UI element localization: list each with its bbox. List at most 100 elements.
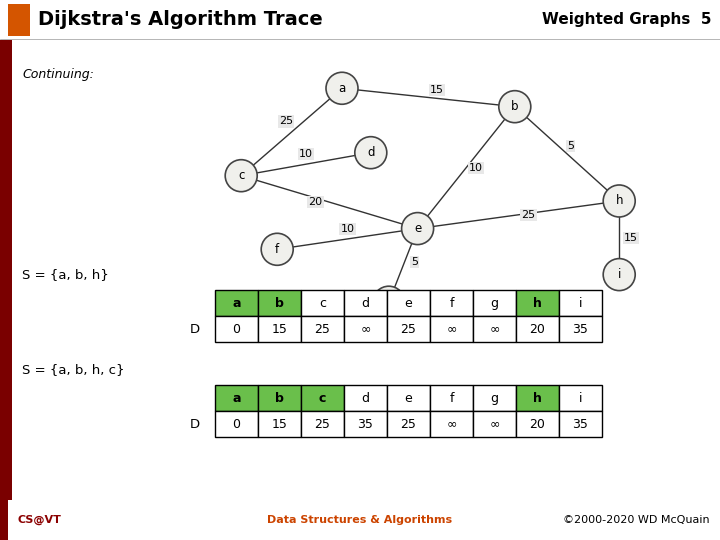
Text: 20: 20 [530,322,546,335]
Circle shape [373,286,405,318]
Text: e: e [414,222,421,235]
Circle shape [326,72,358,104]
Bar [430,316,473,342]
Bar [516,385,559,411]
Text: 35: 35 [572,322,588,335]
Text: b: b [275,296,284,309]
Bar [258,316,301,342]
Text: f: f [275,243,279,256]
Text: i: i [579,392,582,404]
Bar [430,385,473,411]
Bar [559,411,602,437]
Text: 25: 25 [315,322,330,335]
Bar [387,316,430,342]
Text: D: D [190,417,200,430]
Text: CS@VT: CS@VT [18,515,62,525]
Text: 15: 15 [271,322,287,335]
Bar [215,316,258,342]
FancyBboxPatch shape [0,40,12,500]
Text: 25: 25 [315,417,330,430]
Text: d: d [361,296,369,309]
Bar [516,411,559,437]
Bar [516,290,559,316]
Circle shape [402,213,433,245]
Bar [215,385,258,411]
Text: i: i [618,268,621,281]
Text: c: c [319,392,326,404]
Text: ∞: ∞ [360,322,371,335]
Text: 0: 0 [233,417,240,430]
Text: Continuing:: Continuing: [22,69,94,82]
Bar [473,290,516,316]
Text: a: a [338,82,346,94]
Text: 25: 25 [400,322,416,335]
Text: g: g [490,392,498,404]
Bar [387,385,430,411]
Text: 25: 25 [279,117,293,126]
FancyBboxPatch shape [0,500,8,540]
Circle shape [603,259,635,291]
Bar [344,290,387,316]
Text: 10: 10 [469,163,483,173]
Bar [258,290,301,316]
Text: g: g [490,296,498,309]
Text: 5: 5 [567,141,574,151]
Text: 15: 15 [271,417,287,430]
Text: f: f [449,392,454,404]
Text: S = {a, b, h, c}: S = {a, b, h, c} [22,363,125,376]
Bar [344,411,387,437]
Bar [344,316,387,342]
Bar [430,411,473,437]
Text: d: d [367,146,374,159]
Text: e: e [405,392,413,404]
Text: b: b [511,100,518,113]
Bar [344,385,387,411]
Bar [430,290,473,316]
Text: 25: 25 [400,417,416,430]
Bar [559,316,602,342]
Text: 5: 5 [411,256,418,267]
Circle shape [225,160,257,192]
Text: 35: 35 [358,417,374,430]
Bar [215,411,258,437]
Circle shape [603,185,635,217]
Bar [473,316,516,342]
Text: 0: 0 [233,322,240,335]
Text: c: c [319,296,326,309]
Bar [516,316,559,342]
FancyBboxPatch shape [8,4,30,36]
Bar [473,411,516,437]
Bar [301,411,344,437]
Text: 15: 15 [430,85,444,96]
Text: b: b [275,392,284,404]
Text: D: D [190,322,200,335]
Bar [258,385,301,411]
Text: Data Structures & Algorithms: Data Structures & Algorithms [267,515,453,525]
Bar [559,290,602,316]
Circle shape [261,233,293,265]
Bar [301,290,344,316]
Text: S = {a, b, h}: S = {a, b, h} [22,268,109,281]
Text: 25: 25 [521,210,536,220]
Text: f: f [449,296,454,309]
Text: ©2000-2020 WD McQuain: ©2000-2020 WD McQuain [563,515,710,525]
Text: e: e [405,296,413,309]
Text: 10: 10 [299,149,313,159]
Bar [559,385,602,411]
Text: ∞: ∞ [490,417,500,430]
Text: i: i [579,296,582,309]
Text: 35: 35 [572,417,588,430]
Text: c: c [238,169,244,182]
Bar [473,385,516,411]
Text: 10: 10 [341,224,354,234]
Bar [258,411,301,437]
Text: h: h [616,194,623,207]
Bar [301,316,344,342]
Bar [215,290,258,316]
Text: Dijkstra's Algorithm Trace: Dijkstra's Algorithm Trace [38,10,323,30]
Text: 15: 15 [624,233,638,243]
Circle shape [355,137,387,168]
Circle shape [499,91,531,123]
Text: ∞: ∞ [446,322,456,335]
Text: h: h [533,392,542,404]
